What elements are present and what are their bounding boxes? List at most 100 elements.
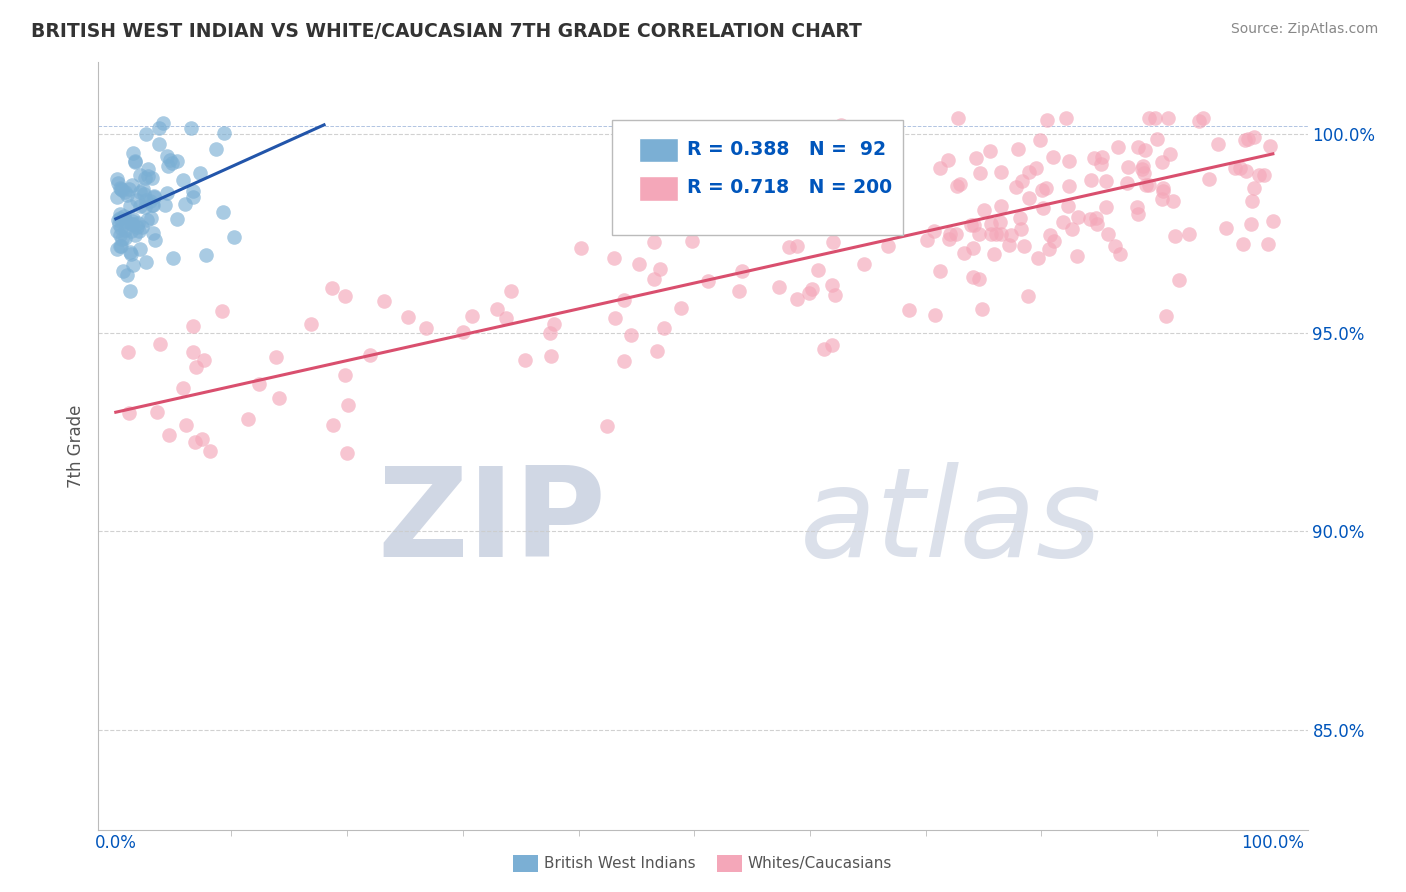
Point — [1091, 150, 1114, 164]
Point — [990, 227, 1012, 241]
Point — [211, 304, 233, 318]
Point — [114, 231, 136, 245]
Point — [141, 198, 163, 212]
Point — [159, 153, 181, 167]
Point — [1237, 132, 1260, 146]
Point — [824, 288, 846, 302]
Point — [131, 219, 153, 234]
Point — [181, 345, 204, 359]
Point — [936, 153, 959, 168]
Point — [114, 214, 136, 228]
Point — [1198, 172, 1220, 186]
Point — [111, 232, 134, 246]
Point — [247, 377, 270, 392]
Point — [1215, 220, 1237, 235]
Point — [1108, 247, 1130, 261]
Point — [929, 264, 952, 278]
Point — [973, 202, 995, 217]
Point — [136, 213, 159, 227]
Point — [107, 213, 129, 227]
Point — [778, 240, 800, 254]
Point — [1137, 178, 1160, 193]
Point — [962, 269, 984, 284]
Point — [1011, 222, 1033, 236]
Point — [946, 178, 969, 193]
FancyBboxPatch shape — [613, 120, 903, 235]
Point — [134, 186, 156, 201]
Point — [115, 187, 138, 202]
Point — [1104, 239, 1126, 253]
Point — [768, 280, 790, 294]
Point — [1150, 193, 1173, 207]
Point — [652, 321, 675, 335]
Point — [962, 218, 984, 232]
Y-axis label: 7th Grade: 7th Grade — [66, 404, 84, 488]
Point — [967, 272, 990, 286]
Point — [697, 274, 720, 288]
Point — [595, 419, 617, 434]
Point — [1018, 190, 1040, 204]
Point — [1084, 211, 1107, 225]
Point — [1206, 136, 1229, 151]
Point — [1059, 179, 1081, 194]
Point — [1107, 139, 1129, 153]
Point — [111, 264, 134, 278]
Point — [540, 349, 562, 363]
Point — [1233, 133, 1256, 147]
Point — [121, 217, 143, 231]
Point — [540, 326, 562, 340]
Point — [897, 303, 920, 318]
Point — [166, 211, 188, 226]
Point — [1095, 174, 1118, 188]
Point — [264, 350, 287, 364]
Point — [143, 190, 166, 204]
Point — [149, 337, 172, 351]
Point — [139, 211, 162, 225]
Point — [105, 243, 128, 257]
Point — [782, 181, 804, 195]
Point — [124, 155, 146, 169]
Point — [1080, 172, 1102, 186]
Point — [1135, 143, 1157, 157]
Point — [138, 194, 160, 208]
Point — [181, 318, 204, 333]
Point — [105, 171, 128, 186]
Point — [1163, 229, 1185, 244]
Point — [939, 227, 962, 242]
Point — [107, 176, 129, 190]
Point — [135, 255, 157, 269]
Point — [1137, 111, 1160, 125]
Text: ZIP: ZIP — [378, 462, 606, 583]
Point — [160, 156, 183, 170]
Point — [671, 301, 693, 316]
Point — [648, 261, 671, 276]
Point — [396, 310, 419, 324]
Point — [1062, 221, 1084, 235]
Point — [628, 257, 651, 271]
Point — [645, 343, 668, 358]
Point — [135, 127, 157, 141]
Point — [965, 151, 987, 165]
Point — [1241, 194, 1264, 209]
Point — [128, 199, 150, 213]
Point — [321, 280, 343, 294]
Point — [181, 184, 204, 198]
Point — [143, 233, 166, 247]
Point — [112, 210, 135, 224]
Point — [1126, 140, 1149, 154]
Point — [922, 224, 945, 238]
Point — [322, 417, 344, 432]
Point — [110, 221, 132, 235]
Point — [108, 206, 131, 220]
Point — [543, 317, 565, 331]
Point — [1095, 200, 1118, 214]
Point — [990, 199, 1012, 213]
Point — [1067, 210, 1090, 224]
Point — [111, 183, 134, 197]
Point — [136, 169, 159, 183]
Point — [172, 381, 194, 395]
Point — [970, 302, 993, 317]
Point — [946, 111, 969, 125]
Point — [152, 116, 174, 130]
Point — [501, 285, 523, 299]
